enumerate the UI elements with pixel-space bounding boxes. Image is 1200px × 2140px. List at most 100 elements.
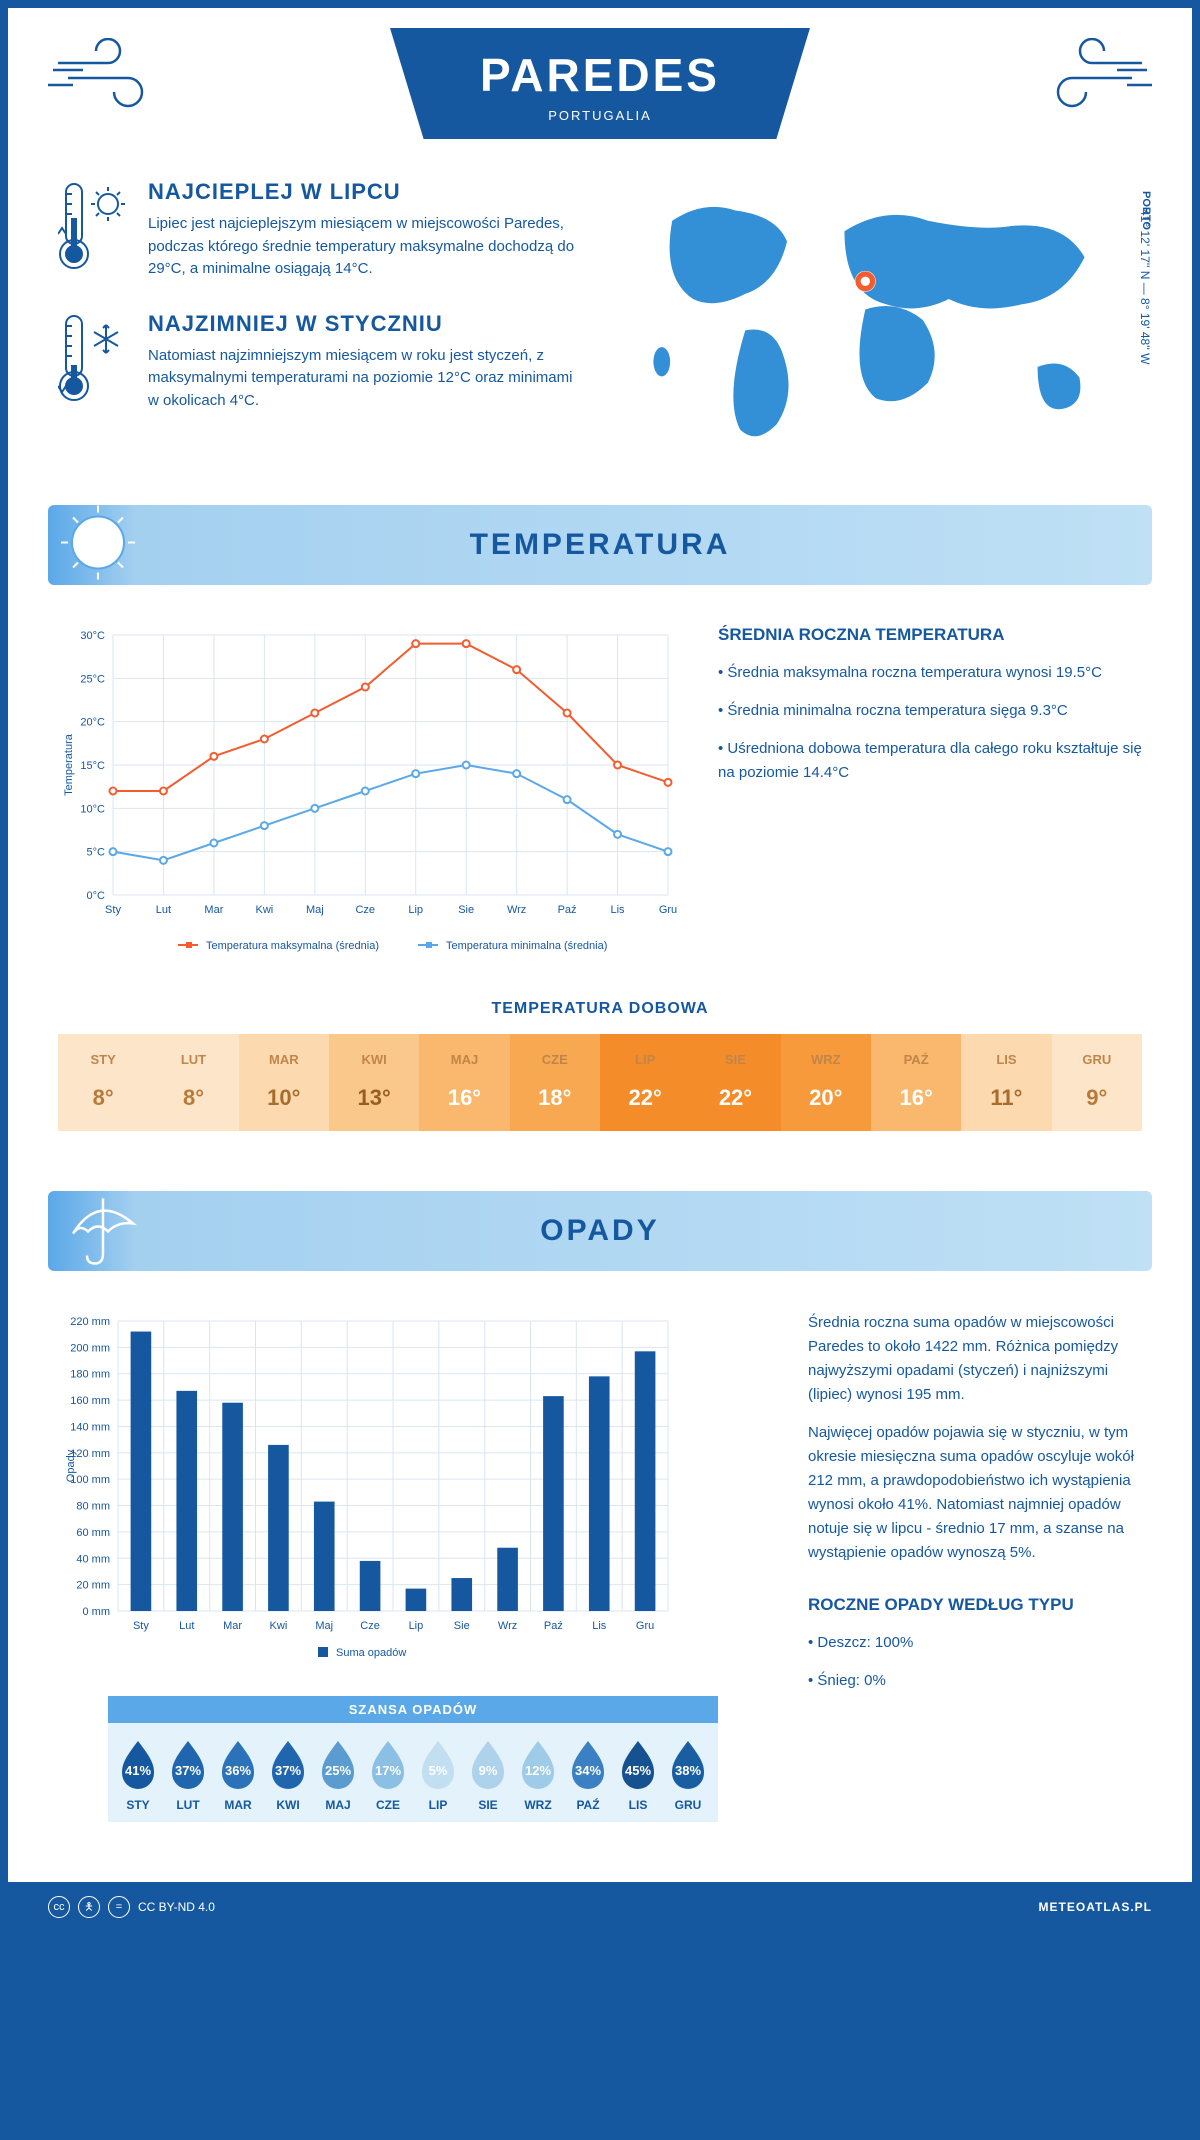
svg-text:Opady: Opady <box>65 1450 77 1483</box>
svg-text:Paź: Paź <box>558 904 577 916</box>
brand: METEOATLAS.PL <box>1039 1900 1152 1914</box>
svg-text:Sty: Sty <box>133 1620 149 1632</box>
svg-text:10°C: 10°C <box>80 804 105 816</box>
svg-text:160 mm: 160 mm <box>70 1396 110 1408</box>
svg-text:Lip: Lip <box>409 1620 424 1632</box>
temp-cell: CZE18° <box>510 1034 600 1131</box>
svg-text:Gru: Gru <box>636 1620 654 1632</box>
svg-text:140 mm: 140 mm <box>70 1422 110 1434</box>
drop-cell: 17%CZE <box>364 1737 412 1812</box>
svg-text:37%: 37% <box>275 1763 301 1778</box>
svg-text:Sie: Sie <box>458 904 474 916</box>
daily-temp-table: STY8°LUT8°MAR10°KWI13°MAJ16°CZE18°LIP22°… <box>58 1034 1142 1131</box>
svg-text:200 mm: 200 mm <box>70 1343 110 1355</box>
temp-cell: MAR10° <box>239 1034 329 1131</box>
svg-text:Temperatura maksymalna (średni: Temperatura maksymalna (średnia) <box>206 940 379 952</box>
svg-text:30°C: 30°C <box>80 630 105 642</box>
annual-bullet-2: • Uśredniona dobowa temperatura dla całe… <box>718 737 1142 785</box>
svg-text:0°C: 0°C <box>87 890 106 902</box>
intro: NAJCIEPLEJ W LIPCU Lipiec jest najcieple… <box>8 139 1192 485</box>
svg-text:Cze: Cze <box>355 904 375 916</box>
svg-text:Temperatura: Temperatura <box>63 734 75 797</box>
drop-cell: 12%WRZ <box>514 1737 562 1812</box>
drop-cell: 25%MAJ <box>314 1737 362 1812</box>
svg-text:Sie: Sie <box>454 1620 470 1632</box>
svg-text:5%: 5% <box>429 1763 448 1778</box>
svg-text:Mar: Mar <box>204 904 223 916</box>
hottest-fact: NAJCIEPLEJ W LIPCU Lipiec jest najcieple… <box>58 179 580 281</box>
wind-icon <box>48 38 158 113</box>
temp-cell: LIS11° <box>961 1034 1051 1131</box>
country-name: PORTUGALIA <box>480 108 720 123</box>
header: PAREDES PORTUGALIA <box>8 8 1192 139</box>
annual-bullet-1: • Średnia minimalna roczna temperatura s… <box>718 699 1142 723</box>
world-map <box>620 179 1142 455</box>
precip-bytype-title: ROCZNE OPADY WEDŁUG TYPU <box>808 1595 1142 1615</box>
svg-text:25%: 25% <box>325 1763 351 1778</box>
drop-cell: 9%SIE <box>464 1737 512 1812</box>
svg-text:20°C: 20°C <box>80 717 105 729</box>
umbrella-icon <box>58 1191 148 1271</box>
precip-title: OPADY <box>48 1214 1152 1248</box>
svg-text:17%: 17% <box>375 1763 401 1778</box>
svg-text:34%: 34% <box>575 1763 601 1778</box>
svg-text:Mar: Mar <box>223 1620 242 1632</box>
drop-cell: 34%PAŹ <box>564 1737 612 1812</box>
svg-text:Maj: Maj <box>315 1620 333 1632</box>
precip-chart: 0 mm20 mm40 mm60 mm80 mm100 mm120 mm140 … <box>58 1311 768 1822</box>
svg-text:Kwi: Kwi <box>255 904 273 916</box>
temp-cell: PAŹ16° <box>871 1034 961 1131</box>
svg-text:Lut: Lut <box>156 904 171 916</box>
annual-temp-title: ŚREDNIA ROCZNA TEMPERATURA <box>718 625 1142 645</box>
temperature-chart: 0°C5°C10°C15°C20°C25°C30°CStyLutMarKwiMa… <box>58 625 678 970</box>
svg-text:80 mm: 80 mm <box>76 1501 110 1513</box>
annual-bullet-0: • Średnia maksymalna roczna temperatura … <box>718 661 1142 685</box>
coldest-fact: NAJZIMNIEJ W STYCZNIU Natomiast najzimni… <box>58 311 580 413</box>
temp-cell: WRZ20° <box>781 1034 871 1131</box>
precip-rain: • Deszcz: 100% <box>808 1631 1142 1655</box>
svg-text:Cze: Cze <box>360 1620 380 1632</box>
svg-text:37%: 37% <box>175 1763 201 1778</box>
svg-text:20 mm: 20 mm <box>76 1580 110 1592</box>
drop-cell: 36%MAR <box>214 1737 262 1812</box>
svg-text:0 mm: 0 mm <box>83 1606 111 1618</box>
svg-text:Wrz: Wrz <box>498 1620 517 1632</box>
svg-text:Lip: Lip <box>408 904 423 916</box>
svg-text:Lis: Lis <box>592 1620 607 1632</box>
hottest-title: NAJCIEPLEJ W LIPCU <box>148 179 580 205</box>
precip-para2: Najwięcej opadów pojawia się w styczniu,… <box>808 1421 1142 1565</box>
svg-text:Maj: Maj <box>306 904 324 916</box>
svg-text:Sty: Sty <box>105 904 121 916</box>
sun-icon <box>58 505 148 585</box>
temp-cell: LIP22° <box>600 1034 690 1131</box>
temp-cell: SIE22° <box>690 1034 780 1131</box>
cc-icon: cc <box>48 1896 70 1918</box>
drop-cell: 41%STY <box>114 1737 162 1812</box>
svg-text:38%: 38% <box>675 1763 701 1778</box>
coldest-title: NAJZIMNIEJ W STYCZNIU <box>148 311 580 337</box>
svg-text:9%: 9% <box>479 1763 498 1778</box>
title-band: PAREDES PORTUGALIA <box>390 28 810 139</box>
svg-text:Temperatura minimalna (średnia: Temperatura minimalna (średnia) <box>446 940 607 952</box>
drop-cell: 5%LIP <box>414 1737 462 1812</box>
svg-text:Wrz: Wrz <box>507 904 526 916</box>
temperature-title: TEMPERATURA <box>48 528 1152 562</box>
by-icon: 🯅 <box>78 1896 100 1918</box>
svg-text:Lis: Lis <box>611 904 626 916</box>
footer: cc 🯅 = CC BY-ND 4.0 METEOATLAS.PL <box>8 1882 1192 1932</box>
svg-text:Gru: Gru <box>659 904 677 916</box>
svg-text:40 mm: 40 mm <box>76 1554 110 1566</box>
precip-section-header: OPADY <box>48 1191 1152 1271</box>
svg-text:Paź: Paź <box>544 1620 563 1632</box>
precip-para1: Średnia roczna suma opadów w miejscowośc… <box>808 1311 1142 1407</box>
svg-text:Lut: Lut <box>179 1620 194 1632</box>
svg-text:Kwi: Kwi <box>270 1620 288 1632</box>
svg-text:220 mm: 220 mm <box>70 1316 110 1328</box>
thermometer-snow-icon <box>58 311 128 413</box>
svg-text:41%: 41% <box>125 1763 151 1778</box>
precip-chance-row: 41%STY37%LUT36%MAR37%KWI25%MAJ17%CZE5%LI… <box>108 1723 718 1822</box>
temp-cell: GRU9° <box>1052 1034 1142 1131</box>
daily-temp-title: TEMPERATURA DOBOWA <box>58 1000 1142 1018</box>
svg-text:12%: 12% <box>525 1763 551 1778</box>
nd-icon: = <box>108 1896 130 1918</box>
